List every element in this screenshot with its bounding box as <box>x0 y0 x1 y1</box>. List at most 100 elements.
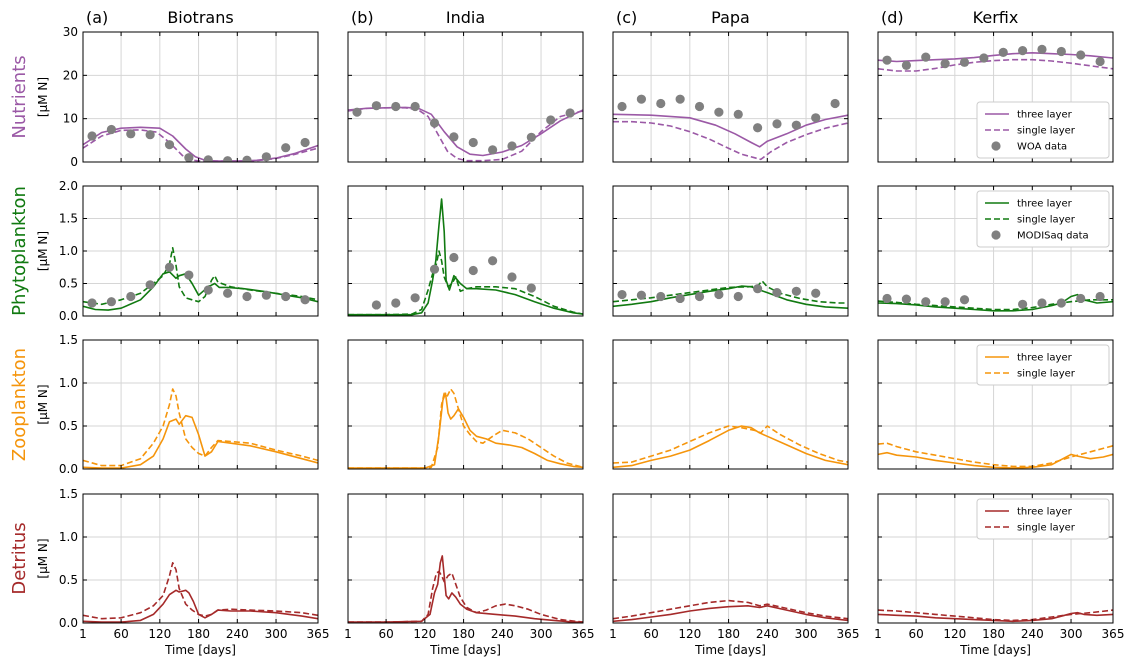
panel-title: Papa <box>711 8 750 27</box>
observation-point <box>126 129 136 139</box>
observation-point <box>791 286 801 296</box>
observation-point <box>203 285 213 295</box>
single-layer-line <box>83 247 318 306</box>
observation-point <box>675 94 685 104</box>
axes-frame <box>347 493 584 624</box>
legend-marker <box>991 230 1001 240</box>
panel-letter: (a) <box>86 8 108 27</box>
axes-frame <box>877 493 1114 624</box>
observation-point <box>507 272 517 282</box>
legend-label: three layer <box>1017 199 1073 210</box>
y-tick-label: 1.0 <box>59 530 78 544</box>
three-layer-line <box>878 451 1113 469</box>
observation-point <box>753 284 763 294</box>
observation-point <box>675 293 685 304</box>
unit-label: [μM N] <box>36 538 50 578</box>
observation-point <box>203 155 213 162</box>
observation-point <box>656 291 666 302</box>
panel-nutrients-kerfix: three layer single layer WOA data <box>877 31 1114 163</box>
x-axis-label: Time [days] <box>694 643 766 657</box>
observation-point <box>164 140 175 150</box>
legend-box <box>976 498 1110 540</box>
observation-point <box>352 107 362 117</box>
observation-point <box>753 123 763 133</box>
axes-frame <box>82 493 319 624</box>
axes-frame <box>877 339 1114 470</box>
axes-frame <box>612 31 849 163</box>
observation-point <box>242 155 252 162</box>
observation-point <box>1037 298 1047 308</box>
observation-point <box>656 98 666 109</box>
x-tick-label: 365 <box>307 627 330 641</box>
legend-label: single layer <box>1017 523 1076 534</box>
x-tick-label: 1 <box>609 627 617 641</box>
three-layer-line <box>83 271 318 311</box>
y-tick-label: 20 <box>63 68 78 82</box>
plot-area <box>83 562 318 623</box>
row-label: Nutrients <box>9 55 30 138</box>
panel-nutrients-papa <box>612 31 849 163</box>
observation-point <box>565 108 575 118</box>
row-label: Detritus <box>9 522 30 594</box>
three-layer-line <box>348 555 583 623</box>
three-layer-line <box>613 605 848 623</box>
x-tick-label: 365 <box>572 627 595 641</box>
observation-point <box>164 262 175 272</box>
observation-point <box>488 145 498 155</box>
single-layer-line <box>348 107 583 162</box>
single-layer-line <box>348 570 583 623</box>
x-tick-label: 1 <box>344 627 352 641</box>
legend-box <box>976 101 1110 159</box>
axes-frame <box>347 31 584 163</box>
single-layer-line <box>878 442 1113 468</box>
plot-area <box>878 291 1113 312</box>
plot-area <box>83 247 318 311</box>
y-tick-label: 1.5 <box>59 212 78 226</box>
three-layer-line <box>613 425 848 469</box>
x-tick-label: 300 <box>530 627 553 641</box>
x-tick-label: 300 <box>795 627 818 641</box>
single-layer-line <box>348 388 583 469</box>
x-tick-label: 240 <box>756 627 779 641</box>
observation-point <box>1076 50 1086 60</box>
panel-phytoplankton-india <box>347 185 584 317</box>
plot-area <box>83 124 318 162</box>
y-tick-label: 10 <box>63 112 78 126</box>
plot-area <box>348 101 583 162</box>
panel-phytoplankton-biotrans: 0.0 0.5 1.0 1.5 2.0 <box>59 179 319 323</box>
legend-label: single layer <box>1017 369 1076 380</box>
three-layer-line <box>83 589 318 623</box>
x-tick-label: 120 <box>678 627 701 641</box>
observation-point <box>694 101 705 112</box>
observation-point <box>429 264 440 274</box>
panel-zooplankton-papa <box>612 339 849 470</box>
observation-point <box>106 124 117 135</box>
x-tick-label: 120 <box>943 627 966 641</box>
observation-point <box>940 297 950 307</box>
observation-point <box>184 153 194 162</box>
observation-point <box>87 131 97 141</box>
observation-point <box>468 137 478 148</box>
y-tick-label: 0.5 <box>59 419 78 433</box>
observation-point <box>733 109 743 119</box>
x-tick-label: 240 <box>1021 627 1044 641</box>
y-tick-label: 1.0 <box>59 244 78 258</box>
y-tick-label: 0.0 <box>59 616 78 630</box>
axes-frame <box>347 339 584 470</box>
observation-point <box>371 101 382 111</box>
single-layer-line <box>613 425 848 464</box>
panel-nutrients-biotrans: 0 10 20 30 <box>63 25 319 169</box>
x-tick-label: 120 <box>148 627 171 641</box>
plot-area <box>348 198 583 316</box>
legend-box <box>976 344 1110 386</box>
y-tick-label: 1.5 <box>59 333 78 347</box>
x-tick-label: 120 <box>413 627 436 641</box>
observation-point <box>979 53 989 63</box>
observation-point <box>959 57 970 67</box>
observation-point <box>526 132 536 142</box>
panel-letter: (b) <box>351 8 374 27</box>
observation-point <box>261 290 271 300</box>
legend-label: three layer <box>1017 110 1073 121</box>
observation-point <box>449 252 459 263</box>
observation-point <box>791 120 801 130</box>
